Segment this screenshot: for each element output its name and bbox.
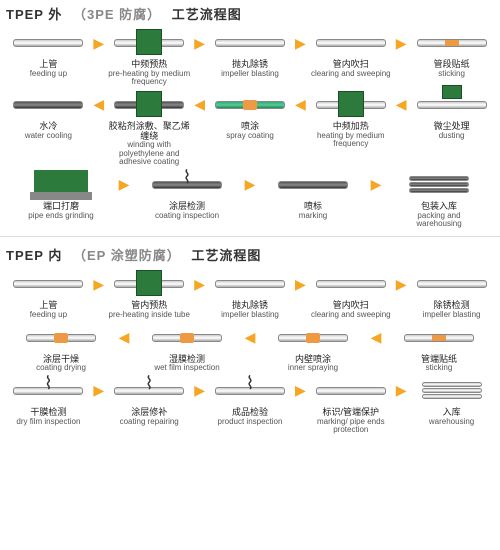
- arrow-icon: ◀: [292, 89, 308, 121]
- step-heating: 中频加热 heating by medium frequency: [308, 89, 393, 149]
- step-spray-coating: 喷涂 spray coating: [208, 89, 293, 140]
- divider: [0, 236, 500, 237]
- arrow-icon: ▶: [292, 375, 308, 407]
- arrow-icon: ▶: [91, 268, 107, 300]
- step-preheat-inside: 管内预热 pre-heating inside tube: [107, 268, 192, 319]
- arrow-icon: ▶: [192, 27, 208, 59]
- step-coating-repair: ⌇ 涂层修补 coating repairing: [107, 375, 192, 426]
- arrow-icon: ▶: [116, 169, 132, 201]
- step-dusting: 微尘处理 dusting: [409, 89, 494, 140]
- section-tpep-outer: TPEP 外 （3PE 防腐） 工艺流程图 上管 feeding up ▶ 中频…: [0, 0, 500, 232]
- section-tpep-inner: TPEP 内 （EP 涂塑防腐） 工艺流程图 上管 feeding up ▶ 管…: [0, 241, 500, 438]
- step-coating-inspection: ⌇ 涂层检测 coating inspection: [132, 169, 242, 220]
- title-inner-mid: （EP 涂塑防腐）: [73, 248, 181, 263]
- step-product-inspection: ⌇ 成品检验 product inspection: [208, 375, 293, 426]
- outer-row-2: 水冷 water cooling ◀ 胶粘剂涂敷、聚乙烯缠绕 winding w…: [6, 89, 494, 167]
- arrow-icon: ▶: [368, 169, 384, 201]
- arrow-icon: ▶: [192, 268, 208, 300]
- step-sticking: 管段贴纸 sticking: [409, 27, 494, 78]
- arrow-icon: ▶: [393, 375, 409, 407]
- title-inner-post: 工艺流程图: [191, 248, 261, 263]
- spring-icon: ⌇: [183, 168, 192, 186]
- step-clearing-2: 管内吹扫 clearing and sweeping: [308, 268, 393, 319]
- step-dry-film: ⌇ 干膜检测 dry film inspection: [6, 375, 91, 426]
- step-marking-protection: 标识/管端保护 marking/ pipe ends protection: [308, 375, 393, 435]
- step-marking: 喷标 marking: [258, 169, 368, 220]
- pipe-stack-icon: [422, 382, 482, 399]
- inner-row-3: ⌇ 干膜检测 dry film inspection ▶ ⌇ 涂层修补 coat…: [6, 375, 494, 435]
- step-winding: 胶粘剂涂敷、聚乙烯缠绕 winding with polyethylene an…: [107, 89, 192, 167]
- arrow-icon: ▶: [242, 169, 258, 201]
- title-inner: TPEP 内 （EP 涂塑防腐） 工艺流程图: [6, 245, 494, 264]
- step-water-cooling: 水冷 water cooling: [6, 89, 91, 140]
- spring-icon: ⌇: [246, 374, 255, 392]
- machine-icon: [34, 170, 88, 200]
- spring-icon: ⌇: [145, 374, 154, 392]
- step-feeding-up: 上管 feeding up: [6, 27, 91, 78]
- step-grinding: 端口打磨 pipe ends grinding: [6, 169, 116, 220]
- title-outer-post: 工艺流程图: [172, 7, 242, 22]
- step-coating-drying: 涂层干燥 coating drying: [6, 322, 116, 373]
- step-wet-film: 湿膜检测 wet film inspection: [132, 322, 242, 373]
- step-rust-inspection: 除锈检测 impeller blasting: [409, 268, 494, 319]
- arrow-icon: ▶: [91, 27, 107, 59]
- outer-row-1: 上管 feeding up ▶ 中频预热 pre-heating by medi…: [6, 27, 494, 87]
- pipe-stack-icon: [409, 176, 469, 193]
- step-impeller-blasting-2: 抛丸除锈 impeller blasting: [208, 268, 293, 319]
- arrow-icon: ▶: [91, 375, 107, 407]
- step-impeller-blasting: 抛丸除锈 impeller blasting: [208, 27, 293, 78]
- step-sticking-2: 管端贴纸 sticking: [384, 322, 494, 373]
- step-preheating: 中频预热 pre-heating by medium frequency: [107, 27, 192, 87]
- arrow-icon: ◀: [192, 89, 208, 121]
- arrow-icon: ▶: [292, 268, 308, 300]
- arrow-icon: ▶: [393, 268, 409, 300]
- arrow-icon: ◀: [393, 89, 409, 121]
- title-outer: TPEP 外 （3PE 防腐） 工艺流程图: [6, 4, 494, 23]
- arrow-icon: ▶: [393, 27, 409, 59]
- arrow-icon: ◀: [368, 322, 384, 354]
- inner-row-2: 涂层干燥 coating drying ◀ 湿膜检测 wet film insp…: [6, 322, 494, 373]
- title-outer-mid: （3PE 防腐）: [73, 7, 161, 22]
- title-outer-pre: TPEP 外: [6, 7, 62, 22]
- step-feeding-up-2: 上管 feeding up: [6, 268, 91, 319]
- step-warehousing-2: 入库 warehousing: [409, 375, 494, 426]
- arrow-icon: ◀: [91, 89, 107, 121]
- inner-row-1: 上管 feeding up ▶ 管内预热 pre-heating inside …: [6, 268, 494, 319]
- title-inner-pre: TPEP 内: [6, 248, 62, 263]
- arrow-icon: ◀: [116, 322, 132, 354]
- arrow-icon: ▶: [292, 27, 308, 59]
- outer-row-3: 端口打磨 pipe ends grinding ▶ ⌇ 涂层检测 coating…: [6, 169, 494, 229]
- step-inner-spraying: 内壁喷涂 inner spraying: [258, 322, 368, 373]
- step-clearing: 管内吹扫 clearing and sweeping: [308, 27, 393, 78]
- step-warehousing: 包装入库 packing and warehousing: [384, 169, 494, 229]
- arrow-icon: ▶: [192, 375, 208, 407]
- arrow-icon: ◀: [242, 322, 258, 354]
- spring-icon: ⌇: [44, 374, 53, 392]
